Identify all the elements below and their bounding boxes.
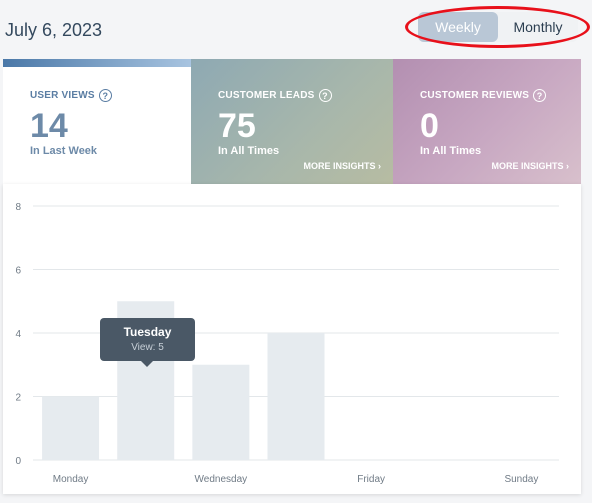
y-tick-label: 0 <box>15 456 21 467</box>
page-date: July 6, 2023 <box>5 20 103 40</box>
user-views-card: USER VIEWS ? 14 In Last Week <box>3 59 191 184</box>
customer-leads-label: CUSTOMER LEADS <box>218 90 315 101</box>
customer-leads-sub: In All Times <box>218 145 280 157</box>
chevron-right-icon: › <box>566 161 569 171</box>
weekly-option[interactable]: Weekly <box>418 12 498 42</box>
user-views-sub: In Last Week <box>30 145 98 157</box>
stats-cards: USER VIEWS ? 14 In Last Week CUSTOMER LE… <box>3 59 581 184</box>
customer-leads-card: CUSTOMER LEADS ? 75 In All Times MORE IN… <box>191 59 393 184</box>
tooltip-title: Tuesday <box>123 325 172 339</box>
help-icon[interactable]: ? <box>98 89 112 102</box>
card-top-bar <box>3 59 191 67</box>
bar-thursday[interactable] <box>267 333 325 460</box>
user-views-value: 14 <box>30 107 68 145</box>
bar-monday[interactable] <box>42 396 100 461</box>
bar-wednesday[interactable] <box>192 364 250 460</box>
y-tick-label: 4 <box>15 329 21 340</box>
more-insights-link[interactable]: MORE INSIGHTS › <box>303 161 381 171</box>
y-tick-label: 8 <box>15 202 21 213</box>
x-tick-label: Wednesday <box>195 474 248 485</box>
customer-reviews-sub: In All Times <box>420 145 482 157</box>
views-chart: 0 2 4 6 8 Monday Wednesday Friday Sunday <box>15 202 559 485</box>
x-tick-label: Sunday <box>504 474 538 485</box>
customer-reviews-card: CUSTOMER REVIEWS ? 0 In All Times MORE I… <box>393 59 581 184</box>
chart-tooltip: Tuesday View: 5 <box>100 318 195 367</box>
monthly-option[interactable]: Monthly <box>513 19 563 35</box>
tooltip-text: View: 5 <box>131 342 164 353</box>
x-tick-label: Friday <box>357 474 385 485</box>
customer-reviews-label: CUSTOMER REVIEWS <box>420 90 530 101</box>
help-icon[interactable]: ? <box>318 89 332 102</box>
chevron-right-icon: › <box>378 161 381 171</box>
help-icon[interactable]: ? <box>533 89 547 102</box>
period-toggle[interactable]: Weekly Monthly <box>418 12 578 42</box>
more-insights-link[interactable]: MORE INSIGHTS › <box>491 161 569 171</box>
x-tick-label: Monday <box>53 474 89 485</box>
customer-leads-value: 75 <box>218 107 256 145</box>
views-chart-panel: 0 2 4 6 8 Monday Wednesday Friday Sunday <box>3 184 581 494</box>
y-tick-label: 6 <box>15 266 21 277</box>
user-views-label: USER VIEWS <box>30 90 95 101</box>
customer-reviews-value: 0 <box>420 107 439 145</box>
y-tick-label: 2 <box>15 393 21 404</box>
